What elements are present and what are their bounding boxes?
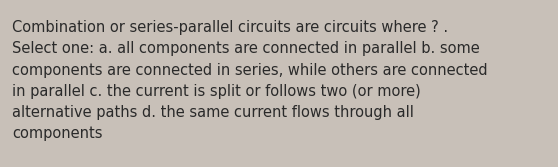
Text: Combination or series-parallel circuits are circuits where ? .
Select one: a. al: Combination or series-parallel circuits …	[12, 20, 488, 141]
